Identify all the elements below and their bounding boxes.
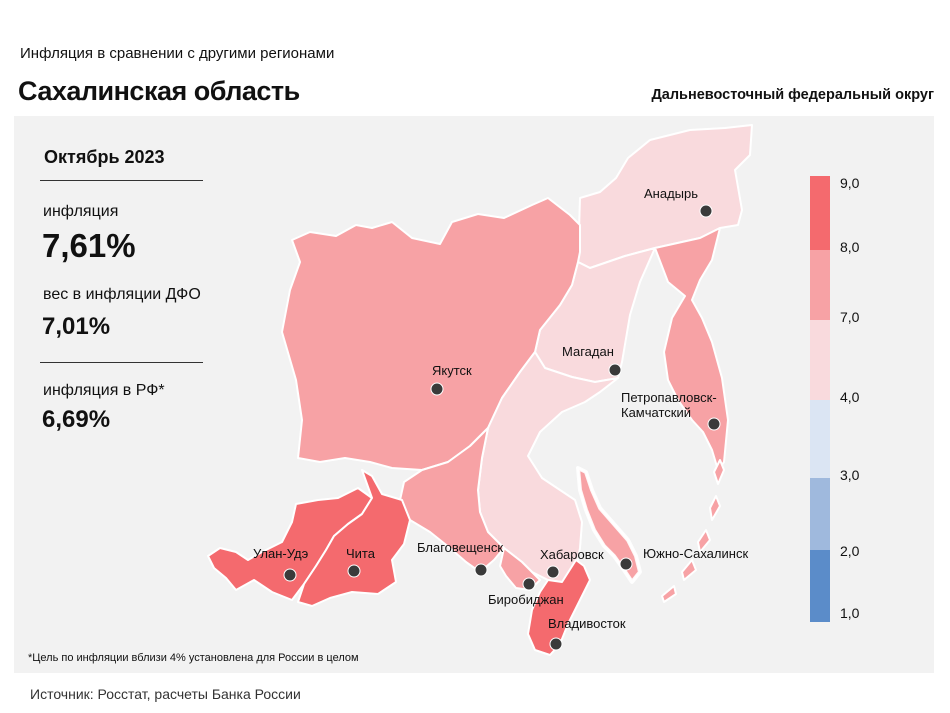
city-dot-ulan-ude (283, 568, 297, 582)
legend-tick-4: 4,0 (840, 389, 860, 405)
city-dot-birobidzhan (522, 577, 536, 591)
city-label-magadan: Магадан (562, 344, 614, 359)
city-dot-vladivostok (549, 637, 563, 651)
color-legend: 9,0 8,0 7,0 4,0 3,0 2,0 1,0 (810, 175, 860, 622)
city-dot-petropavlovsk (707, 417, 721, 431)
city-dot-yakutsk (430, 382, 444, 396)
city-label-petropavlovsk-2: Камчатский (621, 405, 691, 420)
city-label-petropavlovsk-1: Петропавловск- (621, 390, 717, 405)
city-dot-anadyr (699, 204, 713, 218)
legend-tick-1: 1,0 (840, 605, 860, 621)
region-primorye (527, 559, 591, 656)
legend-tick-8: 8,0 (840, 239, 860, 255)
footnote: *Цель по инфляции вблизи 4% установлена … (28, 652, 359, 664)
region-kamchatka (654, 227, 729, 471)
legend-swatch-3-4 (810, 400, 830, 478)
region-yakutia (281, 197, 581, 471)
rf-inflation-label: инфляция в РФ* (43, 382, 165, 399)
city-dot-magadan (608, 363, 622, 377)
rf-inflation-value: 6,69% (42, 406, 111, 433)
weight-label: вес в инфляции ДФО (43, 286, 201, 303)
legend-swatch-1-2 (810, 550, 830, 622)
city-dot-blagoveshchensk (474, 563, 488, 577)
district-label: Дальневосточный федеральный округ (651, 87, 934, 103)
page-title: Сахалинская область (18, 76, 300, 106)
inflation-value: 7,61% (42, 227, 136, 264)
legend-tick-9: 9,0 (840, 175, 860, 191)
period-label: Октябрь 2023 (44, 147, 165, 167)
subtitle: Инфляция в сравнении с другими регионами (20, 45, 335, 62)
city-label-chita: Чита (346, 546, 376, 561)
source-note: Источник: Росстат, расчеты Банка России (30, 686, 301, 702)
inflation-label: инфляция (43, 203, 119, 220)
city-label-ulan-ude: Улан-Удэ (253, 546, 309, 561)
legend-swatch-8-9 (810, 176, 830, 250)
legend-swatch-2-3 (810, 478, 830, 550)
legend-swatch-7-8 (810, 250, 830, 320)
weight-value: 7,01% (42, 313, 111, 340)
city-dot-yuzhno-sakhalinsk (619, 557, 633, 571)
region-zabaykalsky (297, 469, 411, 607)
city-label-anadyr: Анадырь (644, 186, 698, 201)
city-label-blagoveshchensk: Благовещенск (417, 540, 503, 555)
city-label-yuzhno-sakhalinsk: Южно-Сахалинск (643, 546, 748, 561)
legend-tick-3: 3,0 (840, 467, 860, 483)
city-label-birobidzhan: Биробиджан (488, 592, 564, 607)
city-label-yakutsk: Якутск (432, 363, 472, 378)
region-kuril-islands (661, 459, 725, 603)
sakhalin-outline (576, 466, 642, 584)
city-dot-khabarovsk (546, 565, 560, 579)
city-label-vladivostok: Владивосток (548, 616, 626, 631)
legend-tick-7: 7,0 (840, 309, 860, 325)
city-label-khabarovsk: Хабаровск (540, 547, 604, 562)
legend-swatch-4-7 (810, 320, 830, 400)
legend-tick-2: 2,0 (840, 543, 860, 559)
divider-top (40, 180, 203, 181)
divider-bottom (40, 362, 203, 363)
city-dot-chita (347, 564, 361, 578)
